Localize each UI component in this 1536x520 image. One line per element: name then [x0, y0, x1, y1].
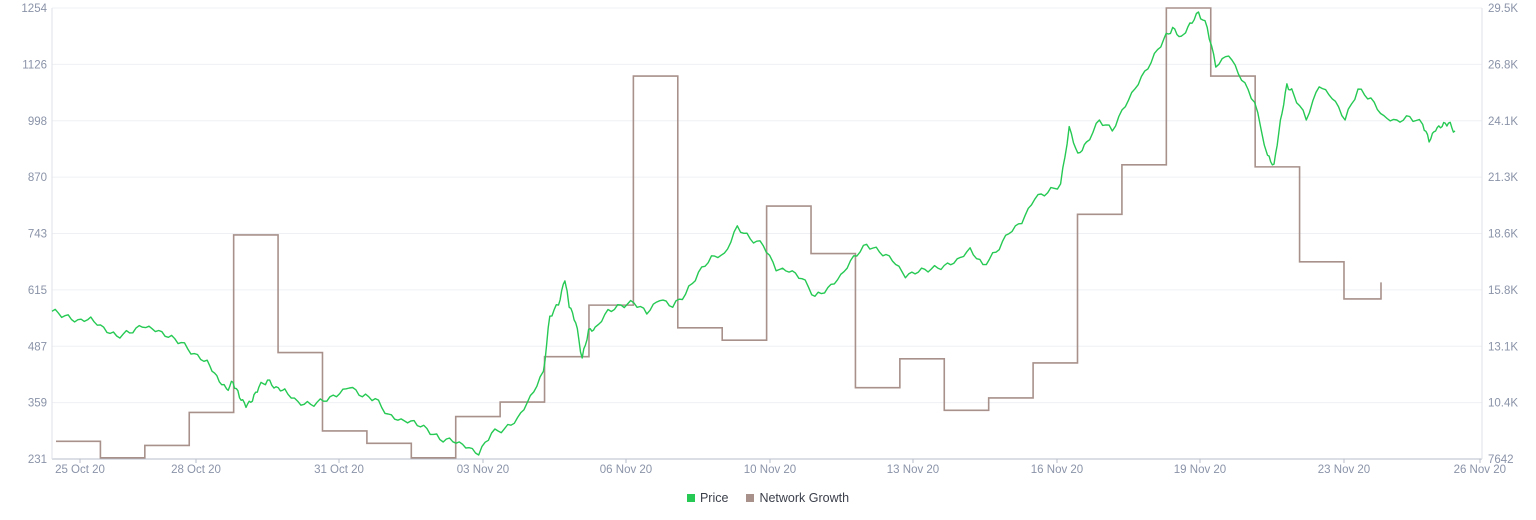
- x-tick-label: 06 Nov 20: [600, 464, 652, 476]
- x-tick-label: 23 Nov 20: [1318, 464, 1370, 476]
- y-right-tick-label: 18.6K: [1488, 229, 1518, 241]
- y-right-tick-label: 13.1K: [1488, 341, 1518, 353]
- x-tick-label: 31 Oct 20: [314, 464, 364, 476]
- x-tick-label: 19 Nov 20: [1174, 464, 1226, 476]
- y-left-tick-label: 1126: [22, 59, 47, 71]
- y-left-tick-label: 998: [28, 116, 47, 128]
- y-left-tick-label: 359: [28, 398, 47, 410]
- legend-swatch-price: [686, 494, 695, 502]
- y-right-tick-label: 7642: [1488, 454, 1514, 466]
- x-tick-label: 25 Oct 20: [55, 464, 105, 476]
- y-right-tick-label: 24.1K: [1488, 116, 1518, 128]
- chart-canvas: 231 359 487 615 743 870 998 1126 1254 7642 10.4K 1…: [21, 3, 1518, 476]
- x-tick-label: 13 Nov 20: [887, 464, 939, 476]
- x-tick-label: 26 Nov 20: [1454, 464, 1506, 476]
- axes: [51, 8, 1483, 460]
- legend-label-network-growth: Network Growth: [759, 491, 850, 505]
- y-axis-right: 7642 10.4K 13.1K 15.8K 18.6K 21.3K 24.1K 26.8K 2…: [1488, 3, 1518, 466]
- y-right-tick-label: 29.5K: [1488, 3, 1518, 15]
- x-tick-label: 28 Oct 20: [171, 464, 221, 476]
- y-left-tick-label: 870: [28, 172, 47, 184]
- legend-item-network-growth[interactable]: Network Growth: [746, 491, 849, 505]
- legend-item-price[interactable]: Price: [686, 491, 729, 505]
- legend-label-price: Price: [699, 491, 729, 505]
- y-axis-left: 231 359 487 615 743 870 998 1126 1254: [21, 3, 47, 466]
- x-tick-label: 03 Nov 20: [457, 464, 509, 476]
- y-right-tick-label: 26.8K: [1488, 59, 1518, 71]
- y-left-tick-label: 615: [28, 285, 47, 297]
- y-left-tick-label: 487: [28, 341, 47, 353]
- y-right-tick-label: 10.4K: [1488, 398, 1518, 410]
- y-right-tick-label: 21.3K: [1488, 172, 1518, 184]
- y-left-tick-label: 1254: [21, 3, 47, 15]
- series-line-price: [51, 11, 1456, 456]
- x-tick-label: 10 Nov 20: [744, 464, 796, 476]
- y-right-tick-label: 15.8K: [1488, 285, 1518, 297]
- x-axis: 25 Oct 20 28 Oct 20 31 Oct 20 03 Nov 20 06 N…: [55, 459, 1506, 476]
- x-tick-label: 16 Nov 20: [1031, 464, 1083, 476]
- legend: Price Network Growth: [0, 491, 1536, 505]
- y-left-tick-label: 231: [28, 454, 47, 466]
- y-left-tick-label: 743: [28, 229, 47, 241]
- series-line-network-growth: [56, 7, 1382, 459]
- legend-swatch-network-growth: [746, 494, 755, 502]
- series-group: [51, 7, 1456, 459]
